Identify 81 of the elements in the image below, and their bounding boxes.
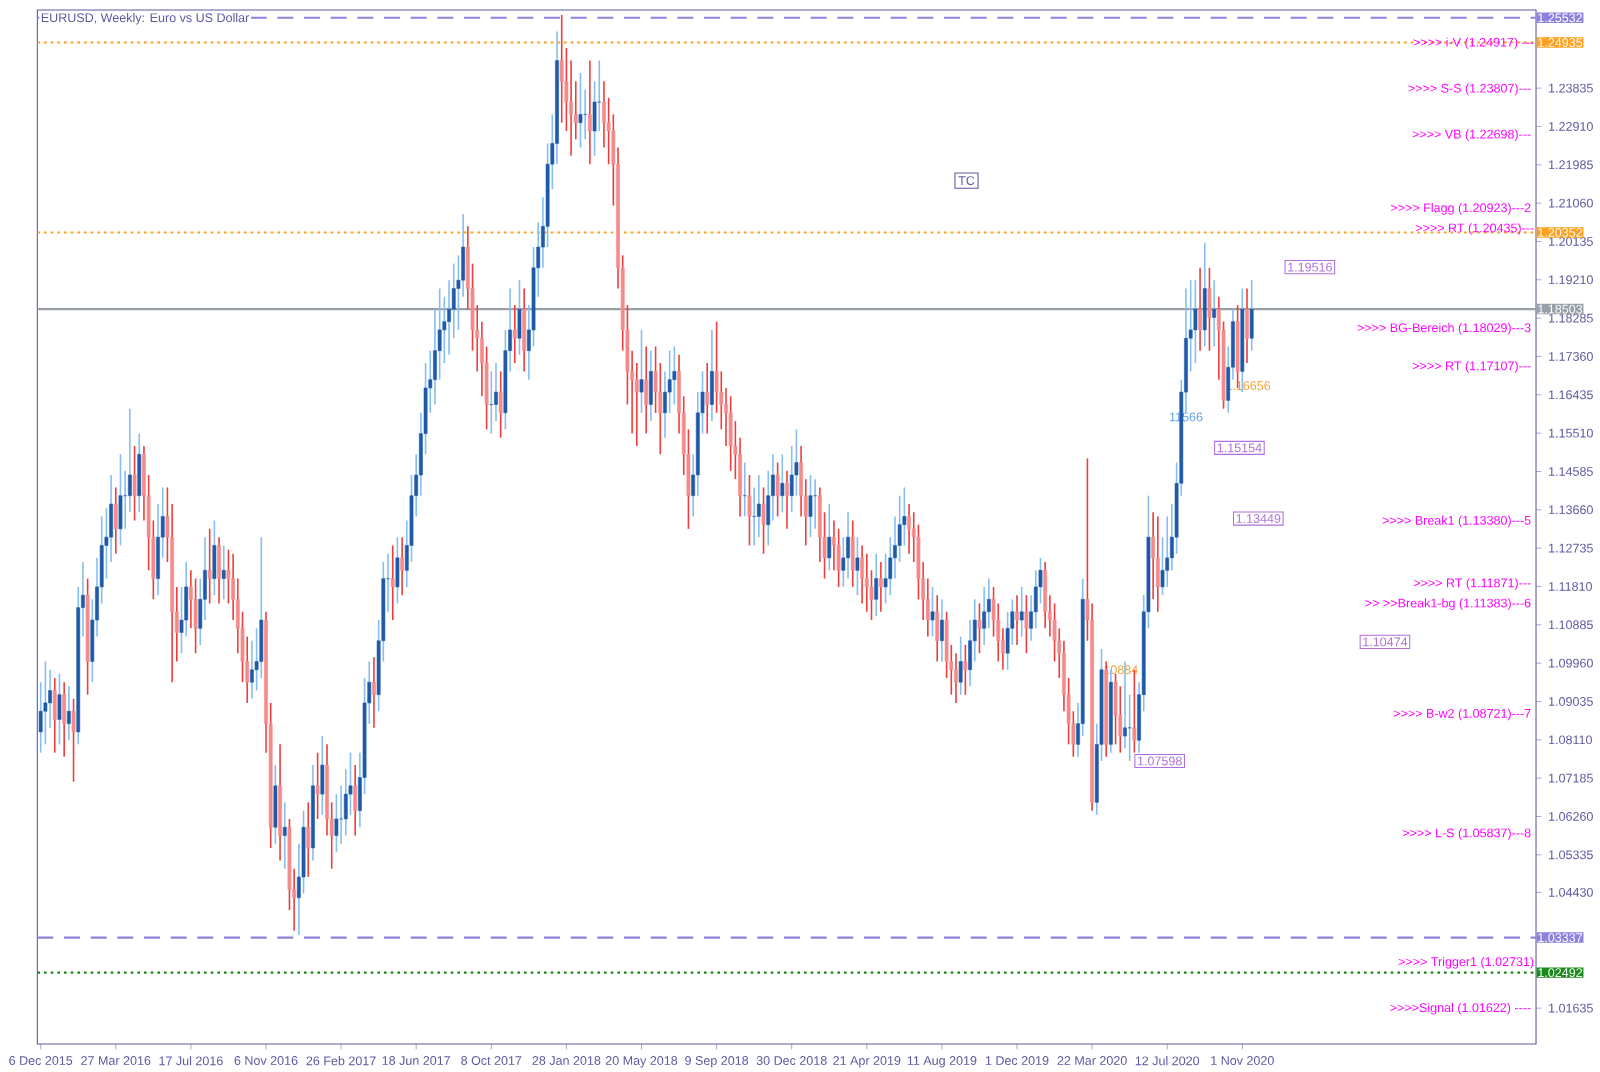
candlestick: [785, 470, 789, 530]
candlestick: [977, 602, 982, 654]
candlestick: [315, 751, 320, 820]
candlestick: [705, 362, 710, 435]
candlestick: [940, 598, 944, 663]
candlestick: [1193, 279, 1198, 364]
candlestick: [489, 370, 494, 435]
candlestick: [836, 528, 841, 588]
candlestick: [1212, 279, 1217, 348]
candlestick: [118, 453, 123, 547]
candlestick: [390, 544, 395, 621]
candlestick: [71, 697, 76, 783]
candlestick: [66, 685, 71, 742]
candlestick: [1113, 673, 1118, 746]
candlestick: [395, 536, 400, 605]
candlestick: [43, 660, 48, 746]
candlestick: [639, 329, 644, 414]
candlestick: [780, 453, 785, 514]
candlestick: [498, 370, 503, 439]
candlestick: [672, 345, 677, 406]
candlestick: [1019, 586, 1024, 638]
candlestick: [1024, 594, 1029, 654]
candlestick: [1245, 287, 1249, 364]
candlestick: [578, 72, 583, 149]
candlestick: [193, 577, 198, 654]
candlestick: [207, 528, 212, 605]
candlestick: [273, 764, 278, 845]
candlestick: [761, 486, 766, 555]
candlestick: [728, 395, 733, 472]
candlestick: [212, 519, 217, 596]
candlestick: [132, 445, 137, 522]
candlestick: [400, 536, 404, 596]
candlestick: [935, 594, 940, 663]
candlestick: [353, 764, 358, 837]
candlestick: [747, 474, 752, 547]
candlestick: [864, 552, 869, 613]
candlestick: [320, 735, 325, 816]
candlestick: [958, 635, 963, 696]
candlestick: [775, 461, 780, 518]
candlestick: [1249, 279, 1254, 352]
candlestick: [1202, 242, 1207, 348]
candlestick: [57, 673, 62, 746]
candlestick: [282, 801, 287, 870]
candlestick: [930, 586, 935, 638]
candlestick: [860, 544, 864, 605]
candlestick: [954, 652, 958, 704]
candlestick: [1155, 515, 1160, 613]
candlestick: [846, 511, 850, 580]
candlestick: [963, 644, 968, 696]
candlestick: [850, 519, 855, 588]
candlestick: [306, 801, 311, 878]
candlestick: [907, 503, 911, 555]
candlestick: [512, 304, 517, 364]
candlestick: [649, 349, 653, 422]
candlestick: [334, 793, 339, 853]
candlestick: [372, 656, 376, 729]
candlestick: [756, 474, 761, 538]
candlestick: [52, 677, 57, 754]
candlestick: [710, 329, 714, 422]
candlestick: [522, 287, 527, 373]
candlestick: [559, 14, 564, 124]
candlestick: [137, 432, 142, 514]
candlestick: [217, 536, 221, 605]
candlestick: [1207, 266, 1212, 352]
candlestick: [517, 279, 522, 356]
candlestick: [221, 544, 226, 601]
candlestick: [827, 503, 832, 572]
candlestick: [879, 561, 883, 613]
candlestick: [742, 461, 747, 518]
candlestick: [855, 536, 860, 596]
candlestick: [808, 474, 813, 538]
candlestick: [644, 345, 649, 435]
candlestick: [113, 486, 118, 555]
candlestick: [1043, 561, 1048, 630]
candlestick: [587, 59, 592, 165]
candlestick: [1198, 266, 1202, 352]
candlestick: [982, 586, 987, 646]
candlestick: [1015, 594, 1019, 646]
candlestick: [874, 552, 879, 617]
candlestick: [813, 478, 818, 530]
candlestick: [62, 681, 67, 758]
